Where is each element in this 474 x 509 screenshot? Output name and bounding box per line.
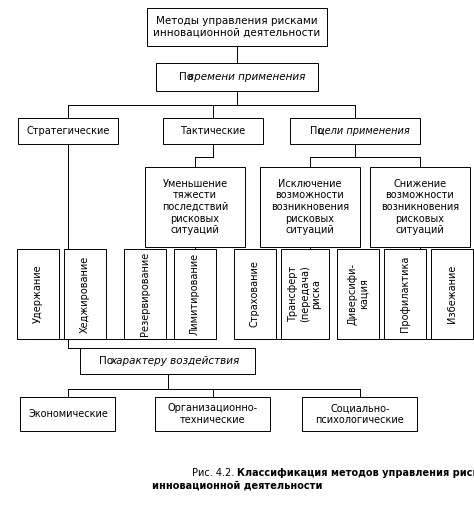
Text: характеру воздействия: характеру воздействия <box>110 356 239 366</box>
Text: По цели применения: По цели применения <box>301 126 409 136</box>
Text: Профилактика: Профилактика <box>400 256 410 332</box>
FancyBboxPatch shape <box>163 118 263 144</box>
Text: По: По <box>179 72 197 82</box>
FancyBboxPatch shape <box>147 8 327 46</box>
FancyBboxPatch shape <box>20 397 116 431</box>
Text: Организационно-
технические: Организационно- технические <box>168 403 258 425</box>
FancyBboxPatch shape <box>156 63 318 91</box>
Text: цели применения: цели применения <box>319 126 410 136</box>
Text: Трансферт
(передача)
риска: Трансферт (передача) риска <box>288 266 321 322</box>
FancyBboxPatch shape <box>302 397 418 431</box>
Text: Резервирование: Резервирование <box>140 252 150 336</box>
Text: По: По <box>310 126 327 136</box>
FancyBboxPatch shape <box>370 167 470 247</box>
Text: Рис. 4.2.: Рис. 4.2. <box>191 468 237 478</box>
Text: Диверсифи-
кация: Диверсифи- кация <box>347 263 369 325</box>
Text: Снижение
возможности
возникновения
рисковых
ситуаций: Снижение возможности возникновения риско… <box>381 179 459 235</box>
FancyBboxPatch shape <box>124 249 166 339</box>
Text: Похарактеру воздействия: Похарактеру воздействия <box>96 356 240 366</box>
FancyBboxPatch shape <box>260 167 360 247</box>
FancyBboxPatch shape <box>431 249 473 339</box>
Text: По: По <box>100 356 114 366</box>
FancyBboxPatch shape <box>384 249 426 339</box>
FancyBboxPatch shape <box>64 249 106 339</box>
Text: По времени применения: По времени применения <box>169 72 305 82</box>
Text: Избежание: Избежание <box>447 265 457 323</box>
FancyBboxPatch shape <box>281 249 329 339</box>
Text: Страхование: Страхование <box>250 261 260 327</box>
FancyBboxPatch shape <box>17 249 59 339</box>
FancyBboxPatch shape <box>234 249 276 339</box>
Text: Удержание: Удержание <box>33 265 43 323</box>
FancyBboxPatch shape <box>337 249 379 339</box>
Text: Хеджирование: Хеджирование <box>80 256 90 332</box>
Text: Тактические: Тактические <box>181 126 246 136</box>
Text: Лимитирование: Лимитирование <box>190 253 200 335</box>
FancyBboxPatch shape <box>145 167 245 247</box>
Text: инновационной деятельности: инновационной деятельности <box>152 480 322 490</box>
Text: Уменьшение
тяжести
последствий
рисковых
ситуаций: Уменьшение тяжести последствий рисковых … <box>162 179 228 235</box>
FancyBboxPatch shape <box>18 118 118 144</box>
Text: времени применения: времени применения <box>188 72 306 82</box>
Text: Экономические: Экономические <box>28 409 108 419</box>
FancyBboxPatch shape <box>290 118 420 144</box>
FancyBboxPatch shape <box>174 249 216 339</box>
Text: Методы управления рисками
инновационной деятельности: Методы управления рисками инновационной … <box>154 16 320 38</box>
FancyBboxPatch shape <box>155 397 271 431</box>
Text: Социально-
психологические: Социально- психологические <box>316 403 404 425</box>
Text: Классификация методов управления рисками: Классификация методов управления рисками <box>237 468 474 478</box>
Text: Исключение
возможности
возникновения
рисковых
ситуаций: Исключение возможности возникновения рис… <box>271 179 349 235</box>
Text: Стратегические: Стратегические <box>27 126 109 136</box>
FancyBboxPatch shape <box>81 348 255 374</box>
